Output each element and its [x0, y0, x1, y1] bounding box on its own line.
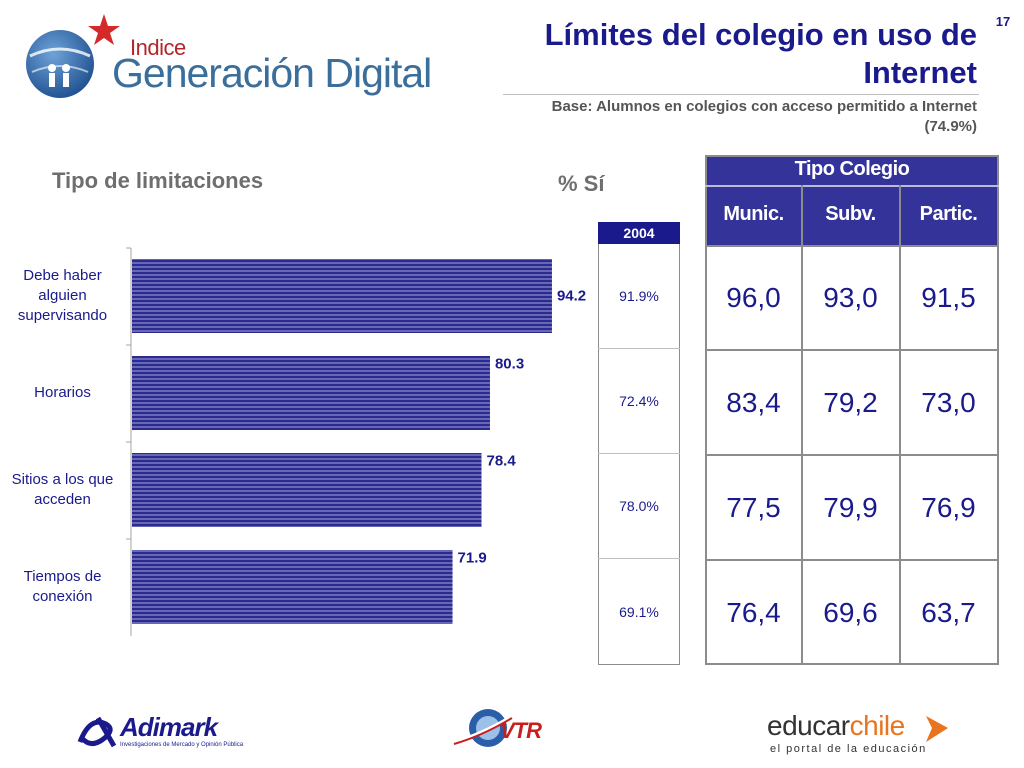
- year-2004-value: 78.0%: [619, 497, 659, 514]
- educarchile-logo: educarchile: [767, 710, 905, 742]
- year-2004-header: 2004: [598, 222, 680, 244]
- bar-3: [132, 550, 453, 624]
- slide-title: Límites del colegio en uso de Internet: [544, 17, 977, 90]
- year-2004-value: 72.4%: [619, 392, 659, 409]
- educar-text: educar: [767, 710, 850, 741]
- slide-number: 17: [995, 14, 1011, 29]
- bar-value-label: 71.9: [457, 549, 487, 567]
- bar-value-label: 80.3: [494, 355, 525, 373]
- bar-value-label: 94.2: [556, 287, 587, 305]
- adimark-tagline: Investigaciones de Mercado y Opinión Púb…: [120, 742, 244, 748]
- table-cell: 91,5: [921, 282, 976, 313]
- table-column-divider: [899, 185, 901, 665]
- table-cell: 73,0: [921, 386, 976, 418]
- table-cell: 69,6: [823, 596, 878, 628]
- table-cell: 96,0: [726, 282, 781, 313]
- category-label: Sitios a los que acceden: [11, 471, 114, 508]
- percent-heading: % Sí: [558, 171, 605, 196]
- table-cell: 79,9: [823, 491, 878, 523]
- category-label: Horarios: [34, 384, 91, 401]
- table-cell: 77,5: [726, 491, 781, 523]
- indice-generacion-digital-logo: [22, 12, 462, 104]
- tipo-colegio-table: [705, 155, 999, 665]
- educarchile-arrow-icon: [926, 716, 948, 742]
- table-cell: 63,7: [921, 596, 976, 628]
- slide-subtitle: Base: Alumnos en colegios con acceso per…: [551, 98, 977, 135]
- table-column-divider: [801, 185, 803, 665]
- year-2004-value: 69.1%: [619, 603, 659, 620]
- tipo-colegio-title: Tipo Colegio: [794, 158, 910, 180]
- limitaciones-heading: Tipo de limitaciones: [52, 168, 264, 193]
- table-cell: 76,9: [921, 491, 976, 523]
- table-row-divider: [705, 245, 999, 247]
- table-column-header: Munic.: [723, 203, 784, 225]
- chile-text: chile: [849, 710, 906, 741]
- category-label: Tiempos de conexión: [23, 568, 102, 605]
- bar-2: [132, 453, 482, 527]
- table-cell: 79,2: [823, 386, 878, 418]
- globe-star-icon: [26, 14, 120, 98]
- year-2004-row-divider: [598, 558, 680, 559]
- tipo-colegio-header-rule: [705, 185, 999, 187]
- adimark-logo-icon: [77, 716, 117, 748]
- table-cell: 83,4: [726, 386, 781, 418]
- table-row-divider: [705, 349, 999, 351]
- bar-value-label: 78.4: [486, 452, 516, 470]
- table-column-header: Subv.: [825, 203, 876, 225]
- title-divider: [503, 94, 979, 95]
- bar-1: [132, 356, 490, 430]
- year-2004-row-divider: [598, 453, 680, 454]
- educarchile-tagline: el portal de la educación: [770, 743, 927, 755]
- table-cell: 76,4: [726, 596, 781, 628]
- table-row-divider: [705, 559, 999, 561]
- logo-indice-text: Indice: [130, 35, 186, 60]
- table-column-header: Partic.: [919, 203, 978, 225]
- vtr-logo-icon: [453, 709, 513, 747]
- vtr-logo-text: VTR: [500, 718, 542, 743]
- adimark-logo-text: Adimark: [120, 712, 218, 742]
- category-label: Debe haber alguien supervisando: [17, 267, 108, 324]
- logo-generacion-digital-text: Generación Digital: [112, 50, 432, 96]
- table-row-divider: [705, 454, 999, 456]
- year-2004-row-divider: [598, 348, 680, 349]
- table-cell: 93,0: [823, 282, 878, 313]
- year-2004-value: 91.9%: [619, 288, 659, 304]
- tipo-colegio-header-bg: [705, 155, 999, 246]
- bar-0: [132, 259, 552, 333]
